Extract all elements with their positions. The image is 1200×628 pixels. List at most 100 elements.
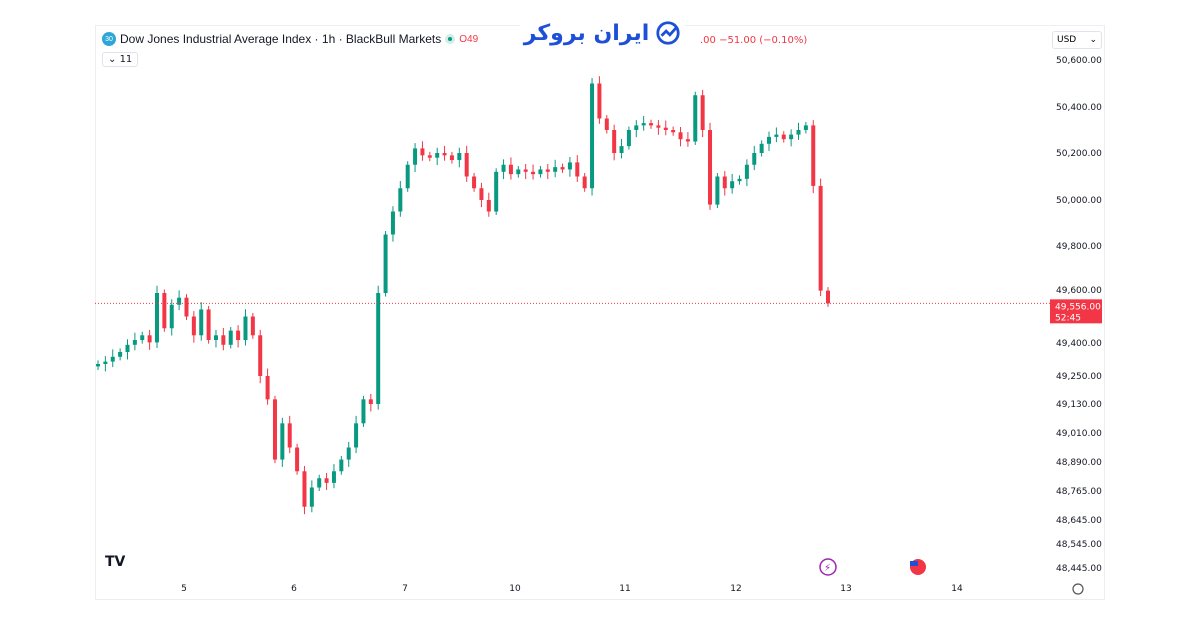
candle-body — [199, 309, 204, 336]
candle-body — [368, 399, 373, 404]
candle-body — [405, 164, 410, 189]
candle-body — [641, 123, 646, 126]
candle-body — [803, 125, 808, 130]
y-tick-label: 48,545.00 — [1056, 540, 1102, 550]
lightning-glyph: ⚡ — [824, 563, 831, 574]
candle-body — [619, 146, 624, 153]
candle-body — [737, 178, 742, 182]
candle-body — [767, 136, 772, 144]
candle-body — [752, 153, 757, 165]
candle-body — [582, 176, 587, 189]
candle-body — [309, 487, 314, 507]
candle-body — [708, 130, 713, 205]
candle-body — [634, 125, 639, 130]
candle-body — [132, 340, 137, 345]
candle-body — [612, 130, 617, 153]
y-tick-label: 49,130.00 — [1056, 400, 1102, 410]
candle-body — [398, 188, 403, 212]
candle-body — [508, 164, 513, 175]
price-marker — [1050, 299, 1102, 324]
y-tick-label: 48,765.00 — [1056, 487, 1102, 497]
candle-body — [715, 176, 720, 205]
currency-label: USD — [1057, 35, 1077, 45]
candle-body — [213, 335, 218, 340]
candle-body — [501, 164, 506, 172]
candle-body — [744, 164, 749, 179]
candle-body — [649, 123, 654, 126]
tradingview-logo-icon: TV — [105, 554, 126, 570]
candle-body — [413, 148, 418, 165]
candle-body — [538, 169, 543, 175]
x-tick-label: 14 — [951, 584, 963, 594]
candle-body — [169, 304, 174, 329]
candle-body — [280, 423, 285, 460]
candle-body — [523, 169, 528, 172]
symbol-title[interactable]: Dow Jones Industrial Average Index · 1h … — [120, 32, 442, 46]
candle-body — [604, 118, 609, 130]
candle-body — [479, 188, 484, 200]
y-tick-label: 50,400.00 — [1056, 103, 1102, 113]
candle-body — [354, 423, 359, 448]
candle-body — [228, 330, 233, 345]
candle-body — [472, 176, 477, 189]
candle-body — [427, 155, 432, 158]
candle-body — [177, 297, 182, 305]
candle-body — [464, 153, 469, 177]
candle-body — [295, 447, 300, 472]
candle-body — [258, 335, 263, 376]
candle-body — [265, 376, 270, 400]
candle-body — [774, 134, 779, 137]
candle-body — [567, 162, 572, 170]
candle-body — [324, 478, 329, 483]
candle-body — [449, 155, 454, 161]
candle-body — [722, 176, 727, 189]
candle-body — [331, 471, 336, 483]
candle-body — [811, 125, 816, 186]
y-tick-label: 50,600.00 — [1056, 56, 1102, 66]
candle-body — [789, 134, 794, 140]
candle-body — [96, 364, 100, 367]
y-tick-label: 50,000.00 — [1056, 196, 1102, 206]
candle-body — [671, 130, 676, 133]
y-tick-label: 48,645.00 — [1056, 516, 1102, 526]
x-tick-label: 10 — [509, 584, 521, 594]
candle-body — [184, 297, 189, 317]
candle-body — [162, 293, 167, 329]
candle-body — [221, 335, 226, 345]
logo-text: ایران بروکر — [523, 20, 650, 46]
candle-body — [118, 352, 123, 357]
y-tick-label: 48,890.00 — [1056, 458, 1102, 468]
y-tick-label: 49,010.00 — [1056, 429, 1102, 439]
candle-body — [250, 316, 255, 336]
candle-body — [781, 134, 786, 140]
currency-selector[interactable]: USD ⌄ — [1052, 31, 1102, 49]
candle-body — [420, 148, 425, 156]
candle-body — [626, 130, 631, 147]
y-tick-label: 48,445.00 — [1056, 564, 1102, 574]
indicators-toggle[interactable]: ⌄ 11 — [102, 52, 139, 67]
candle-body — [287, 423, 292, 448]
candle-body — [656, 125, 661, 128]
candle-body — [457, 153, 462, 161]
candle-body — [103, 361, 108, 364]
logo-chart-icon — [656, 21, 680, 45]
symbol-legend: 30 Dow Jones Industrial Average Index · … — [102, 32, 478, 46]
candle-body — [730, 181, 735, 189]
candle-body — [531, 171, 536, 175]
y-tick-label: 50,200.00 — [1056, 149, 1102, 159]
candle-body — [678, 132, 683, 140]
price-marker-value: 49,556.00 — [1055, 302, 1101, 312]
x-tick-label: 6 — [291, 584, 297, 594]
candle-body — [796, 130, 801, 135]
candle-body — [191, 316, 196, 336]
candle-body — [693, 95, 698, 142]
candle-body — [818, 185, 823, 291]
candle-body — [826, 290, 830, 304]
candle-body — [759, 143, 764, 153]
chevron-down-icon: ⌄ — [108, 54, 120, 65]
candle-body — [597, 83, 602, 119]
candle-body — [317, 478, 322, 488]
candle-body — [125, 344, 130, 352]
